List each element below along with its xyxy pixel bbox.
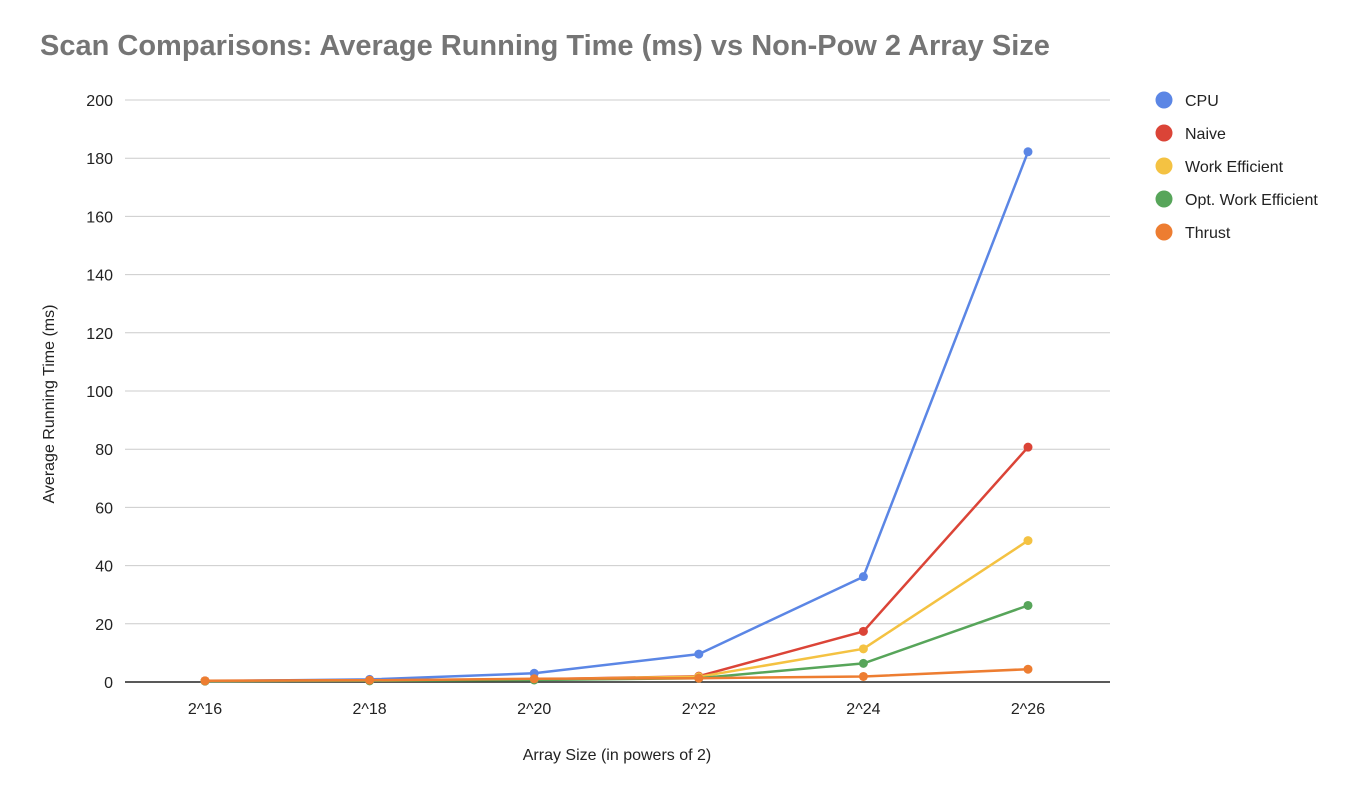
y-tick-label: 20 xyxy=(95,617,113,634)
series-cpu xyxy=(200,147,1033,686)
legend-item: Opt. Work Efficient xyxy=(1155,190,1318,209)
series-line xyxy=(204,151,1030,683)
legend-label: Opt. Work Efficient xyxy=(1185,192,1318,209)
legend-swatch xyxy=(1155,223,1173,241)
series-line xyxy=(204,667,1029,683)
legend-swatch xyxy=(1155,124,1173,142)
legend-label: Naive xyxy=(1185,126,1226,143)
y-tick-label: 160 xyxy=(86,209,113,226)
x-tick-label: 2^20 xyxy=(517,701,551,718)
series-line xyxy=(204,604,1029,683)
y-tick-label: 40 xyxy=(95,559,113,576)
data-point xyxy=(858,644,868,654)
y-axis-ticks: 0 20 40 60 80 100 120 140 160 180 200 xyxy=(86,93,113,692)
data-point xyxy=(200,676,210,686)
y-tick-label: 200 xyxy=(86,93,113,110)
data-point xyxy=(1023,442,1033,452)
legend-item: Thrust xyxy=(1155,223,1231,242)
x-tick-label: 2^18 xyxy=(352,701,386,718)
x-tick-label: 2^22 xyxy=(682,701,716,718)
legend-item: CPU xyxy=(1155,91,1219,110)
legend-swatch xyxy=(1155,91,1173,109)
series-opt-work-efficient xyxy=(200,600,1033,686)
x-tick-label: 2^16 xyxy=(188,701,222,718)
data-point xyxy=(858,658,868,668)
data-point xyxy=(694,673,704,683)
series-thrust xyxy=(200,664,1033,686)
data-point xyxy=(529,674,539,684)
x-axis-ticks: 2^16 2^18 2^20 2^22 2^24 2^26 xyxy=(188,701,1045,718)
data-point xyxy=(1023,664,1033,674)
y-tick-label: 140 xyxy=(86,268,113,285)
data-point xyxy=(694,649,704,659)
y-tick-label: 60 xyxy=(95,500,113,517)
data-point xyxy=(858,671,868,681)
legend-item: Naive xyxy=(1155,124,1226,143)
legend-swatch xyxy=(1155,190,1173,208)
series-lines xyxy=(200,147,1033,686)
legend-label: Thrust xyxy=(1185,225,1231,242)
legend-item: Work Efficient xyxy=(1155,157,1284,176)
x-axis-title: Array Size (in powers of 2) xyxy=(523,747,712,764)
data-point xyxy=(1023,600,1033,610)
y-tick-label: 0 xyxy=(104,675,113,692)
legend-label: Work Efficient xyxy=(1185,159,1284,176)
data-point xyxy=(858,626,868,636)
y-tick-label: 80 xyxy=(95,442,113,459)
x-tick-label: 2^24 xyxy=(846,701,880,718)
legend-label: CPU xyxy=(1185,93,1219,110)
chart-title: Scan Comparisons: Average Running Time (… xyxy=(40,30,1050,62)
gridlines xyxy=(125,99,1110,625)
y-tick-label: 180 xyxy=(86,151,113,168)
y-axis-title: Average Running Time (ms) xyxy=(41,305,58,504)
legend-swatch xyxy=(1155,157,1173,175)
y-tick-label: 120 xyxy=(86,326,113,343)
y-tick-label: 100 xyxy=(86,384,113,401)
series-line xyxy=(204,446,1029,683)
series-line xyxy=(204,539,1029,683)
data-point xyxy=(365,675,375,685)
data-point xyxy=(1023,536,1033,546)
legend: CPU Naive Work Efficient Opt. Work Efficien… xyxy=(1155,91,1318,242)
x-tick-label: 2^26 xyxy=(1011,701,1045,718)
data-point xyxy=(858,572,868,582)
data-point xyxy=(1023,147,1033,157)
